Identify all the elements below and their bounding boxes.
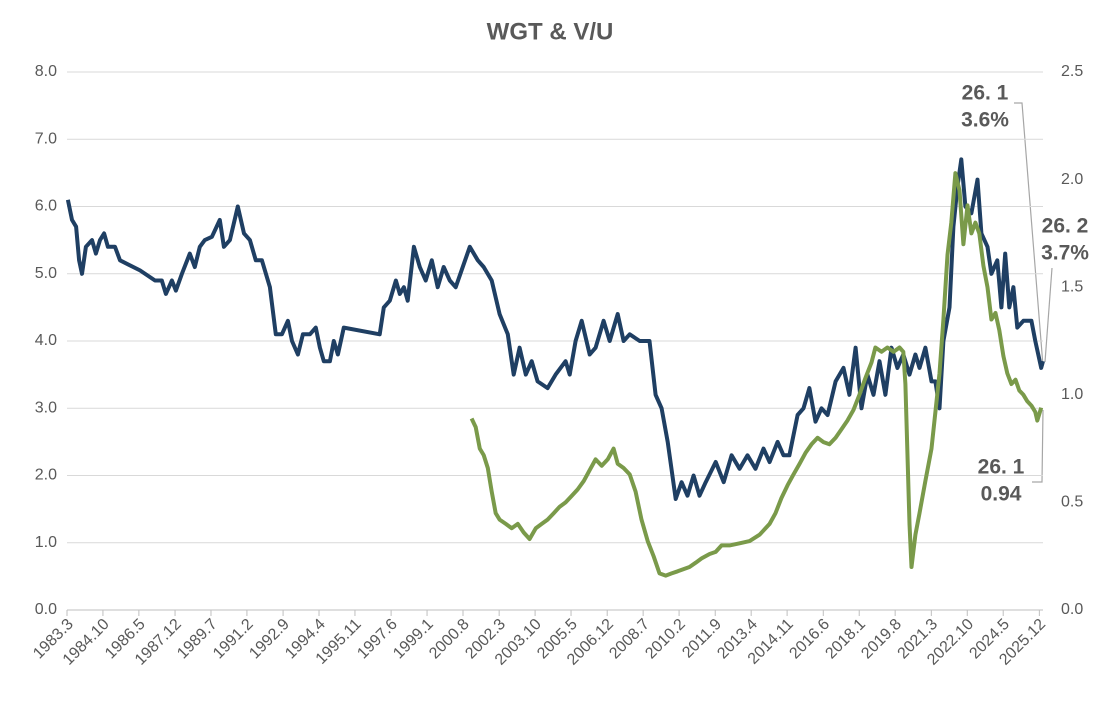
y-tick-label: 6.0 (35, 198, 57, 215)
leader-line (1014, 102, 1044, 367)
x-tick-label: 2000.8 (426, 616, 473, 663)
y-tick-label: 1.0 (35, 534, 57, 551)
y-tick-label: 4.0 (35, 332, 57, 349)
annotation: 3.7% (1041, 242, 1089, 265)
x-tick-label: 2010.2 (642, 616, 689, 663)
y-tick-label: 8.0 (35, 63, 57, 80)
leader-line (1044, 267, 1053, 363)
y2-tick-label: 2.0 (1061, 171, 1083, 188)
annotation: 26. 2 (1042, 215, 1089, 238)
y2-tick-label: 1.0 (1061, 386, 1083, 403)
annotation: 0.94 (981, 483, 1022, 506)
x-tick-label: 1991.2 (210, 616, 257, 663)
y-tick-label: 3.0 (35, 399, 57, 416)
leader-lines (1014, 102, 1053, 483)
annotation: 3.6% (961, 109, 1009, 132)
series-line (65, 157, 1045, 501)
y2-tick-label: 0.0 (1061, 601, 1083, 618)
y-tick-label: 7.0 (35, 130, 57, 147)
y2-tick-label: 0.5 (1061, 494, 1083, 511)
chart-title: WGT & V/U (487, 18, 614, 45)
y2-tick-label: 1.5 (1061, 278, 1083, 295)
series-line (469, 171, 1044, 578)
annotation: 26. 1 (978, 456, 1025, 479)
y2-tick-label: 2.5 (1061, 63, 1083, 80)
y-tick-label: 0.0 (35, 601, 57, 618)
annotation: 26. 1 (962, 82, 1009, 105)
leader-line (1032, 409, 1044, 483)
y-tick-label: 5.0 (35, 265, 57, 282)
x-tick-label: 2019.8 (858, 616, 905, 663)
y-tick-label: 2.0 (35, 467, 57, 484)
